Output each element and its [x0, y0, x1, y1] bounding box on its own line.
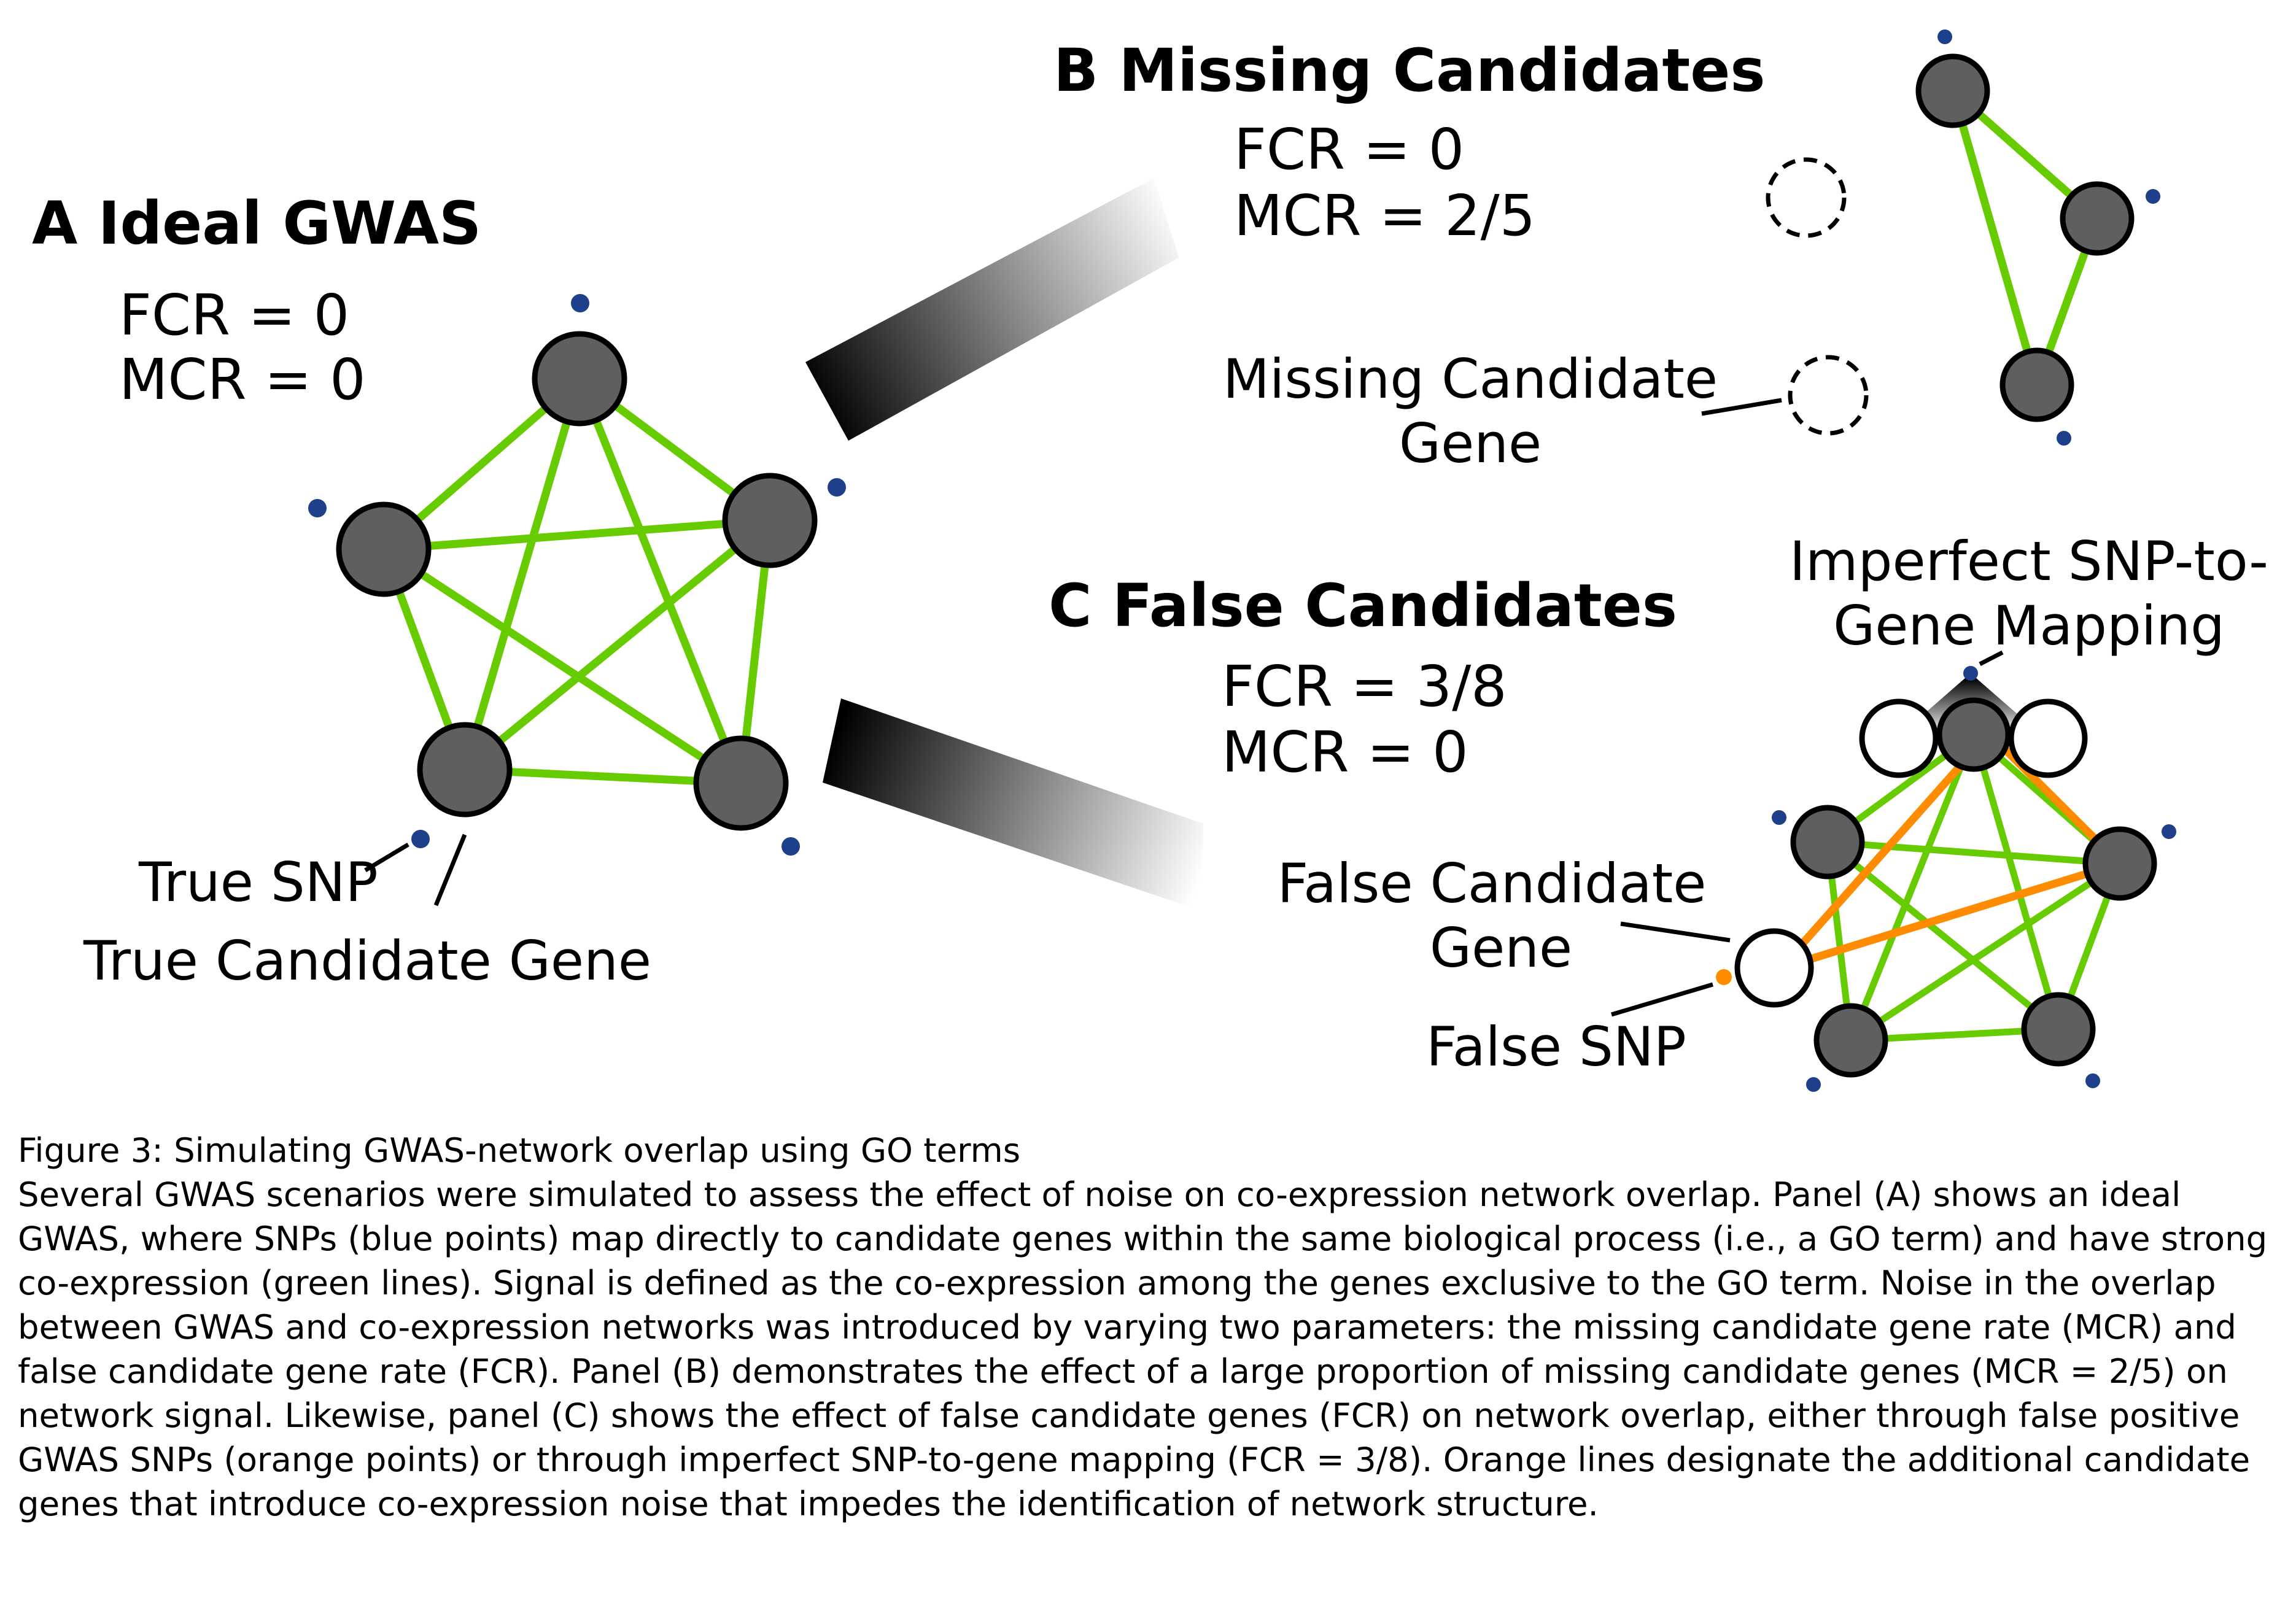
true-snp — [1963, 666, 1978, 681]
true-candidate-gene — [693, 735, 789, 831]
label-false-gene-line1: False Candidate — [1278, 852, 1707, 915]
coexpression-edge — [1970, 733, 2062, 1030]
true-snp — [1806, 1077, 1821, 1092]
panel-c-edges — [1824, 732, 2123, 1044]
true-snp — [411, 830, 430, 848]
label-imperfect-line1: Imperfect SNP-to- — [1790, 530, 2268, 593]
leader-line — [433, 833, 467, 907]
true-snp — [1937, 29, 1952, 44]
coexpression-edge — [383, 516, 770, 554]
true-snp — [571, 294, 589, 312]
true-snp — [2162, 824, 2176, 839]
coexpression-edge — [381, 546, 743, 787]
true-candidate-gene — [722, 473, 818, 568]
false-coexpression-edge — [1793, 730, 1992, 954]
label-missing-line2: Gene — [1399, 412, 1542, 475]
candidate-gene — [1999, 347, 2074, 422]
missing-candidate-gene — [1766, 157, 1847, 238]
panel-b: B Missing Candidates FCR = 0 MCR = 2/5 M… — [1053, 29, 2160, 475]
coexpression-edge — [460, 377, 584, 771]
coexpression-edge — [575, 377, 745, 785]
panel-a-mcr: MCR = 0 — [119, 347, 366, 412]
false-snp — [1716, 969, 1732, 985]
true-snp — [1772, 810, 1786, 825]
leader-line — [364, 842, 409, 873]
leader-line — [1620, 921, 1731, 943]
panel-a-edges — [379, 375, 774, 787]
connector-a-to-c — [823, 698, 1203, 911]
true-candidate-gene — [336, 501, 432, 597]
coexpression-edge — [1949, 90, 2041, 386]
true-snp — [2146, 189, 2160, 204]
panel-b-mcr: MCR = 2/5 — [1234, 183, 1535, 249]
missing-candidate-gene — [1788, 355, 1869, 436]
candidate-gene — [1790, 805, 1865, 880]
panel-c-title: C False Candidates — [1049, 571, 1677, 640]
candidate-gene — [1915, 53, 1990, 128]
candidate-gene — [1813, 1003, 1888, 1078]
coexpression-edge — [1848, 860, 2122, 1043]
label-true-snp: True SNP — [138, 851, 378, 914]
coexpression-edge — [1827, 838, 2120, 867]
figure-caption: Figure 3: Simulating GWAS-network overla… — [18, 1128, 2283, 1526]
connector-a-to-b — [805, 178, 1179, 441]
label-false-snp: False SNP — [1426, 1015, 1686, 1078]
caption-title: Figure 3: Simulating GWAS-network overla… — [18, 1131, 1021, 1170]
false-candidate-gene — [2008, 698, 2088, 778]
panel-c-mcr: MCR = 0 — [1222, 719, 1468, 785]
leader-line — [1701, 398, 1782, 416]
false-candidate-gene — [1734, 928, 1814, 1008]
candidate-gene — [2021, 992, 2096, 1067]
label-false-gene-line2: Gene — [1430, 916, 1572, 980]
panel-a-genes — [336, 331, 818, 831]
coexpression-edge — [1825, 839, 2061, 1032]
candidate-gene — [2060, 181, 2135, 256]
caption-body: Several GWAS scenarios were simulated to… — [18, 1175, 2268, 1523]
panel-b-fcr: FCR = 0 — [1234, 117, 1464, 182]
network-diagram: A Ideal GWAS FCR = 0 MCR = 0 — [32, 29, 2268, 1092]
false-candidate-gene — [1859, 698, 1939, 778]
true-snp — [2057, 431, 2071, 446]
true-snp — [308, 499, 327, 517]
false-coexpression-edge — [1794, 859, 2121, 968]
true-snp — [828, 478, 846, 497]
label-imperfect-line2: Gene Mapping — [1833, 594, 2225, 657]
true-candidate-gene — [417, 722, 513, 818]
coexpression-edge — [1847, 733, 1977, 1042]
true-snp — [781, 837, 800, 856]
panel-a: A Ideal GWAS FCR = 0 MCR = 0 — [32, 189, 846, 992]
label-missing-line1: Missing Candidate — [1223, 347, 1718, 411]
coexpression-edge — [462, 517, 773, 773]
panel-a-snps — [308, 294, 846, 856]
label-true-candidate-gene: True Candidate Gene — [83, 929, 651, 992]
panel-c-fcr: FCR = 3/8 — [1222, 654, 1507, 719]
candidate-gene — [1936, 697, 2011, 772]
candidate-gene — [2082, 826, 2157, 901]
panel-a-fcr: FCR = 0 — [119, 282, 349, 348]
true-candidate-gene — [532, 331, 627, 427]
true-snp — [2085, 1073, 2100, 1088]
panel-b-title: B Missing Candidates — [1053, 36, 1766, 105]
panel-c: C False Candidates FCR = 3/8 MCR = 0 Imp… — [1049, 530, 2268, 1092]
panel-a-title: A Ideal GWAS — [32, 189, 481, 258]
leader-line — [1979, 650, 2004, 667]
leader-line — [1611, 982, 1713, 1017]
